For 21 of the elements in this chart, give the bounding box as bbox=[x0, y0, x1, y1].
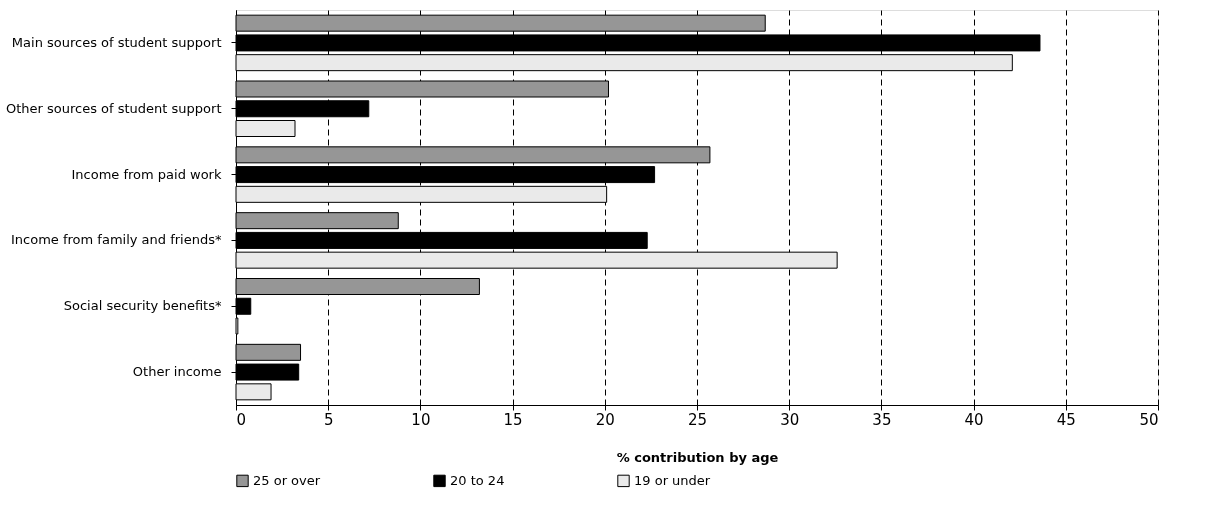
y-tick-label: Social security benefits* bbox=[63, 298, 222, 314]
y-tick-label: Other sources of student support bbox=[5, 100, 222, 116]
x-tick-label: 5 bbox=[323, 410, 334, 429]
x-tick-label: 45 bbox=[1056, 410, 1076, 429]
x-tick-label: 0 bbox=[236, 410, 247, 429]
x-tick-label: 50 bbox=[1139, 410, 1159, 429]
x-tick-label: 30 bbox=[780, 410, 800, 429]
legend-label: 19 or under bbox=[634, 472, 711, 488]
legend-label: 20 to 24 bbox=[450, 472, 505, 488]
x-tick-label: 25 bbox=[687, 410, 708, 429]
legend-label: 25 or over bbox=[253, 472, 321, 488]
x-tick-label: 40 bbox=[964, 410, 984, 429]
y-tick-label: Income from family and friends* bbox=[11, 232, 222, 248]
x-axis-title: % contribution by age bbox=[616, 449, 779, 465]
x-tick-label: 10 bbox=[411, 410, 431, 429]
y-tick-label: Other income bbox=[132, 364, 222, 380]
y-tick-label: Income from paid work bbox=[71, 166, 222, 182]
x-tick-label: 35 bbox=[872, 410, 892, 429]
x-tick-label: 20 bbox=[595, 410, 615, 429]
y-tick-label: Main sources of student support bbox=[11, 34, 222, 50]
x-tick-label: 15 bbox=[503, 410, 523, 429]
